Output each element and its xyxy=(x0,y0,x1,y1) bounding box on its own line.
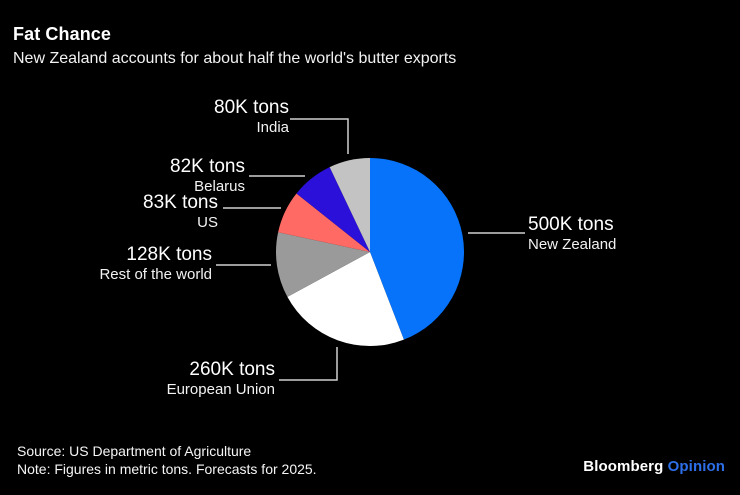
source-note: Source: US Department of Agriculture Not… xyxy=(17,442,317,478)
label-india-value: 80K tons xyxy=(214,97,289,118)
pie-slice-european-union xyxy=(287,252,404,347)
pie-slice-new-zealand xyxy=(370,158,465,340)
pie-slice-rest-of-the-world xyxy=(276,232,370,297)
chart-subtitle: New Zealand accounts for about half the … xyxy=(13,50,457,67)
label-new-zealand-value: 500K tons xyxy=(528,214,614,235)
chart-title: Fat Chance xyxy=(13,24,112,44)
label-european-union-name: European Union xyxy=(166,381,275,398)
note-line: Note: Figures in metric tons. Forecasts … xyxy=(17,461,317,477)
leader-line-european-union xyxy=(279,347,338,381)
label-india-name: India xyxy=(256,119,289,136)
label-us: 83K tons US xyxy=(143,191,218,231)
label-new-zealand: 500K tons New Zealand xyxy=(528,213,616,253)
pie-slice-belarus xyxy=(296,167,370,252)
label-india: 80K tons India xyxy=(214,96,289,136)
brand-suffix: Opinion xyxy=(667,458,725,475)
pie-slice-india xyxy=(329,158,370,252)
label-european-union: 260K tons European Union xyxy=(167,358,275,398)
source-line: Source: US Department of Agriculture xyxy=(17,443,252,459)
label-rest-of-world-name: Rest of the world xyxy=(99,266,212,283)
label-belarus-name: Belarus xyxy=(194,178,245,195)
brand-name: Bloomberg xyxy=(583,458,664,475)
label-new-zealand-name: New Zealand xyxy=(528,236,617,253)
label-us-value: 83K tons xyxy=(143,192,218,213)
label-belarus: 82K tons Belarus xyxy=(170,155,245,195)
label-us-name: US xyxy=(197,214,218,231)
bloomberg-opinion-logo: Bloomberg Opinion xyxy=(583,458,725,475)
label-european-union-value: 260K tons xyxy=(189,359,275,380)
leader-line-india xyxy=(290,118,349,154)
label-rest-of-world: 128K tons Rest of the world xyxy=(99,243,212,283)
pie-slices xyxy=(276,158,465,347)
pie-slice-us xyxy=(278,193,370,252)
label-rest-of-world-value: 128K tons xyxy=(126,244,212,265)
label-belarus-value: 82K tons xyxy=(170,156,245,177)
